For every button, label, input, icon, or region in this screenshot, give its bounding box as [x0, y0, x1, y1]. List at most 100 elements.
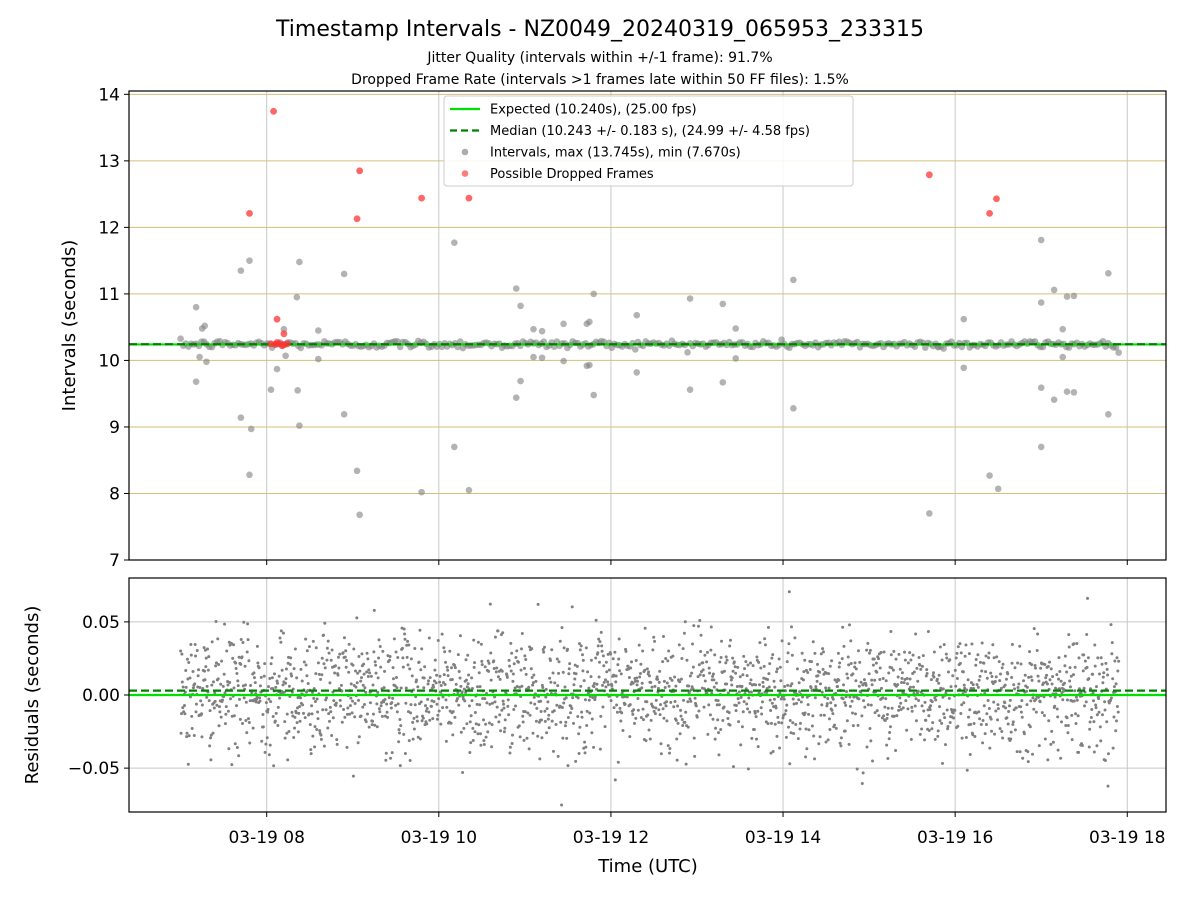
residual-point — [307, 712, 311, 716]
residual-point — [1092, 720, 1096, 724]
residual-point — [426, 679, 430, 683]
residual-point — [600, 649, 604, 653]
residual-point — [502, 702, 506, 706]
residual-point — [450, 678, 454, 682]
residual-point — [998, 727, 1002, 731]
residual-point — [790, 653, 794, 657]
residual-point — [368, 701, 372, 705]
residual-point — [702, 673, 706, 677]
residual-point — [681, 724, 685, 728]
residual-point — [472, 638, 476, 642]
residual-point — [789, 731, 793, 735]
residual-point — [376, 676, 380, 680]
residual-point — [871, 759, 875, 763]
residual-point — [1082, 653, 1086, 657]
residual-point — [547, 726, 551, 730]
residual-point — [565, 736, 569, 740]
residual-point — [510, 651, 514, 655]
interval-outlier-point — [1070, 389, 1078, 396]
residual-point — [747, 696, 751, 700]
residual-point — [419, 668, 423, 672]
residual-point — [530, 647, 534, 651]
residual-point — [1004, 706, 1008, 710]
interval-outlier-point — [340, 270, 348, 278]
residual-point — [259, 675, 263, 679]
residual-point — [1004, 677, 1008, 681]
residual-point — [888, 725, 892, 729]
residual-point — [941, 695, 945, 699]
residual-point — [748, 682, 752, 686]
residual-point — [224, 705, 228, 709]
residual-point — [577, 642, 581, 646]
residual-point — [786, 683, 790, 687]
residual-point — [620, 711, 624, 715]
residual-point — [338, 652, 342, 656]
residual-point — [602, 664, 606, 668]
residual-point — [1083, 704, 1087, 708]
residual-point — [371, 712, 375, 716]
residual-point — [216, 637, 220, 641]
interval-outlier-point — [1063, 293, 1071, 300]
residual-point — [359, 679, 363, 683]
residual-point — [731, 765, 735, 769]
residual-point — [606, 680, 610, 684]
residual-point — [746, 707, 750, 711]
interval-outlier-point — [293, 293, 301, 301]
residual-point — [470, 699, 474, 703]
residual-point — [1071, 673, 1075, 677]
residual-point — [468, 750, 472, 754]
interval-outlier-point — [986, 472, 993, 479]
residual-point — [925, 671, 929, 675]
residual-point — [347, 642, 351, 646]
residual-point — [234, 666, 238, 670]
residual-point — [1016, 685, 1020, 689]
residual-point — [806, 703, 810, 707]
residual-point — [1055, 707, 1059, 711]
residual-point — [1116, 710, 1120, 714]
residual-point — [554, 723, 558, 727]
residual-point — [287, 684, 291, 688]
residual-point — [488, 702, 492, 706]
residual-point — [887, 737, 891, 741]
residual-point — [841, 697, 845, 701]
residual-point — [453, 666, 457, 670]
residual-point — [281, 683, 285, 687]
residual-point — [1067, 645, 1071, 649]
residual-point — [777, 657, 781, 661]
legend-swatch-marker — [461, 148, 469, 156]
residual-point — [697, 709, 701, 713]
residual-point — [561, 670, 565, 674]
residual-point — [398, 764, 402, 768]
residual-point — [415, 678, 419, 682]
residual-point — [1075, 642, 1079, 646]
residual-point — [817, 742, 821, 746]
residual-point — [958, 642, 962, 646]
residual-point — [860, 782, 864, 786]
residual-point — [1001, 736, 1005, 740]
residual-point — [1013, 728, 1017, 732]
residual-point — [367, 668, 371, 672]
residual-point — [646, 713, 650, 717]
residual-point — [319, 737, 323, 741]
residual-point — [184, 685, 188, 689]
residual-point — [1095, 713, 1099, 717]
residual-point — [267, 697, 271, 701]
residual-point — [476, 640, 480, 644]
residual-point — [505, 675, 509, 679]
residual-point — [745, 674, 749, 678]
residual-point — [883, 718, 887, 722]
residual-point — [952, 716, 956, 720]
interval-outlier-point — [633, 311, 641, 319]
residual-point — [771, 653, 775, 657]
residual-point — [661, 707, 665, 711]
residual-point — [830, 659, 834, 663]
residual-point — [433, 668, 437, 672]
residual-point — [754, 683, 758, 687]
residual-point — [996, 707, 1000, 711]
residual-point — [1026, 750, 1030, 754]
residual-point — [639, 662, 643, 666]
residual-point — [395, 710, 399, 714]
residual-point — [1025, 703, 1029, 707]
residual-point — [567, 667, 571, 671]
residual-point — [1065, 670, 1069, 674]
